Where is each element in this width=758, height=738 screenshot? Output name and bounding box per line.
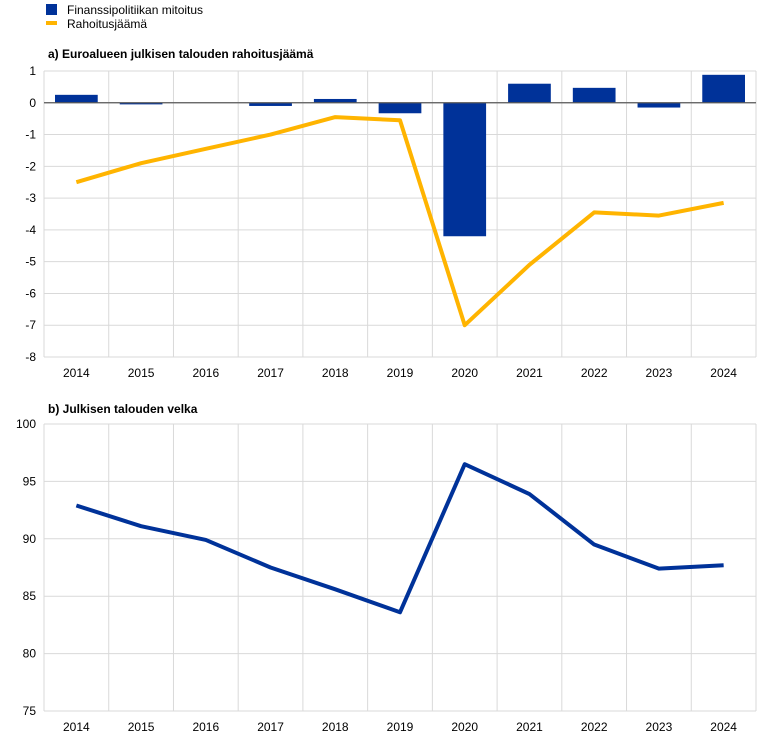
chart-a-bar [313, 98, 357, 103]
chart-b-ytick-label: 90 [23, 532, 37, 546]
legend-label-bar: Finanssipolitiikan mitoitus [67, 3, 203, 17]
chart-a-title: a) Euroalueen julkisen talouden rahoitus… [48, 47, 314, 61]
chart-b-ytick-label: 75 [23, 704, 37, 718]
legend: Finanssipolitiikan mitoitus Rahoitusjääm… [46, 3, 203, 31]
chart-a-bar [637, 102, 681, 108]
chart-a-bar [119, 102, 163, 105]
chart-a-ytick-label: 1 [29, 64, 36, 78]
chart-a-ytick-label: 0 [29, 96, 36, 110]
chart-b-ytick-label: 85 [23, 589, 37, 603]
chart-a-xtick-label: 2019 [387, 366, 414, 380]
chart-b-xtick-label: 2015 [128, 720, 155, 734]
chart-b-title: b) Julkisen talouden velka [48, 402, 198, 416]
chart-a-xtick-label: 2021 [516, 366, 543, 380]
chart-a-ytick-label: -6 [25, 286, 36, 300]
chart-b-xtick-label: 2022 [581, 720, 608, 734]
chart-a-bar [378, 102, 422, 114]
chart-a-ytick-label: -3 [25, 191, 36, 205]
chart-b-xtick-label: 2018 [322, 720, 349, 734]
chart-a-xtick-label: 2023 [646, 366, 673, 380]
chart-b-ytick-label: 95 [23, 474, 37, 488]
chart-b-xtick-label: 2017 [257, 720, 284, 734]
chart-a-bar [249, 102, 292, 106]
chart-b-ytick-label: 100 [16, 417, 36, 431]
chart-a-bar [508, 83, 551, 103]
chart-b-xtick-label: 2019 [387, 720, 414, 734]
chart-a-ytick-label: -5 [25, 255, 36, 269]
chart-a-ytick-label: -8 [25, 350, 36, 364]
chart-a-xtick-label: 2020 [451, 366, 478, 380]
chart-b-xtick-label: 2016 [192, 720, 219, 734]
legend-swatch-line [46, 21, 57, 25]
chart-a-xtick-label: 2016 [192, 366, 219, 380]
chart-b-xtick-label: 2021 [516, 720, 543, 734]
chart-b-xtick-label: 2020 [451, 720, 478, 734]
legend-label-line: Rahoitusjäämä [67, 17, 147, 31]
chart-a-ytick-label: -1 [25, 128, 36, 142]
chart-b-xtick-label: 2024 [710, 720, 737, 734]
chart-a-xtick-label: 2018 [322, 366, 349, 380]
chart-a-bar [55, 94, 98, 103]
chart-b-ytick-label: 80 [23, 647, 37, 661]
chart-a-xtick-label: 2017 [257, 366, 284, 380]
chart-a-ytick-label: -4 [25, 223, 36, 237]
chart-a-xtick-label: 2022 [581, 366, 608, 380]
chart-a-bar [572, 87, 616, 103]
chart-a-bar [443, 102, 487, 237]
legend-swatch-bar [46, 4, 57, 15]
chart-a-xtick-label: 2014 [63, 366, 90, 380]
chart-b-xtick-label: 2014 [63, 720, 90, 734]
chart-a-xtick-label: 2015 [128, 366, 155, 380]
chart-b-xtick-label: 2023 [646, 720, 673, 734]
chart-a-ytick-label: -7 [25, 318, 36, 332]
chart-a-xtick-label: 2024 [710, 366, 737, 380]
chart-a-ytick-label: -2 [25, 159, 36, 173]
chart-a-bar [702, 74, 745, 103]
